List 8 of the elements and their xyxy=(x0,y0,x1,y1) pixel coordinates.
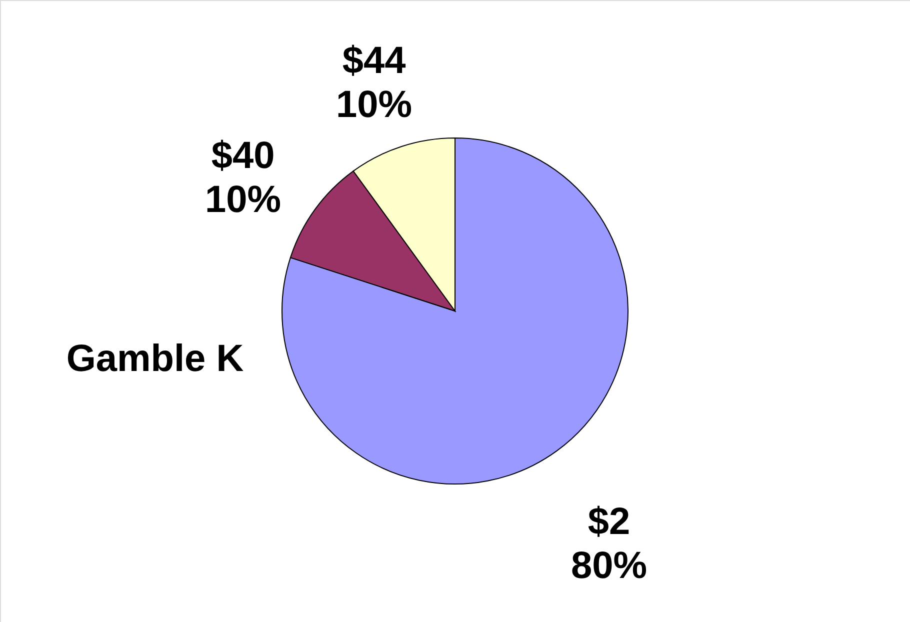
pie-slice xyxy=(282,138,628,484)
data-label: 10% xyxy=(336,84,412,126)
data-label: 10% xyxy=(205,179,282,221)
data-label: 80% xyxy=(570,544,648,587)
slice-label: $44 xyxy=(342,40,406,82)
slice-label: $2 xyxy=(588,500,630,543)
slice-label: $40 xyxy=(211,135,275,177)
text: Gamble K xyxy=(66,338,244,380)
